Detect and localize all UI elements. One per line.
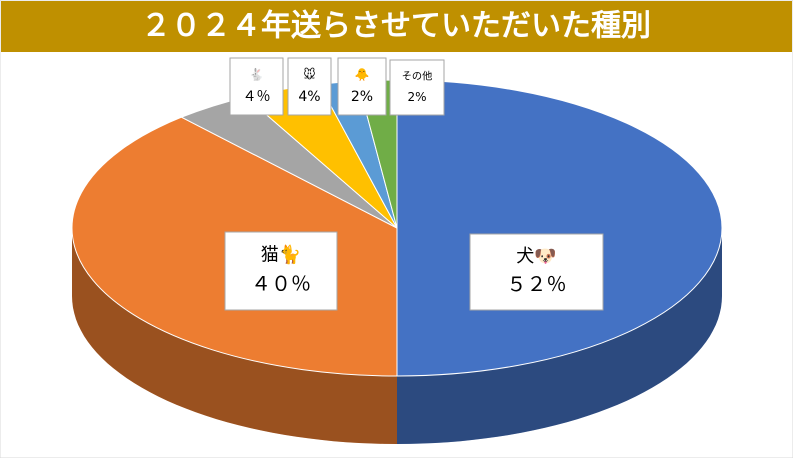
data-labels: 犬🐶 ５２％ 猫🐈 ４０％ 🐇 ４％ 🐭 4% 🐥 2% その他 2%: [224, 57, 604, 311]
value-label: 4%: [298, 89, 320, 105]
slice-side-shade: [397, 228, 722, 444]
value-label: 2%: [407, 90, 426, 104]
pie-sides: [72, 228, 722, 444]
slice-side: [72, 228, 397, 444]
label-box: [469, 233, 604, 311]
category-label: その他: [402, 70, 433, 83]
label-box: [224, 231, 338, 311]
chart-title: ２０２４年送らさせていただいた種別: [141, 9, 651, 44]
category-label: 猫🐈: [261, 243, 301, 265]
slice-side-shade: [72, 228, 397, 444]
category-label: 🐇: [249, 68, 264, 82]
value-label: 2%: [351, 89, 373, 105]
label-box: [389, 59, 445, 116]
value-label: ５２％: [507, 272, 567, 296]
pie-tops: [71, 79, 723, 377]
label-box: [287, 57, 332, 116]
value-label: ４％: [243, 89, 271, 105]
category-label: 🐭: [303, 68, 315, 82]
label-box: [337, 57, 387, 116]
category-label: 犬🐶: [516, 246, 556, 267]
slice-side: [397, 228, 722, 444]
label-box: [229, 57, 284, 116]
category-label: 🐥: [355, 68, 370, 82]
value-label: ４０％: [251, 272, 311, 296]
title-bar: [1, 1, 792, 52]
